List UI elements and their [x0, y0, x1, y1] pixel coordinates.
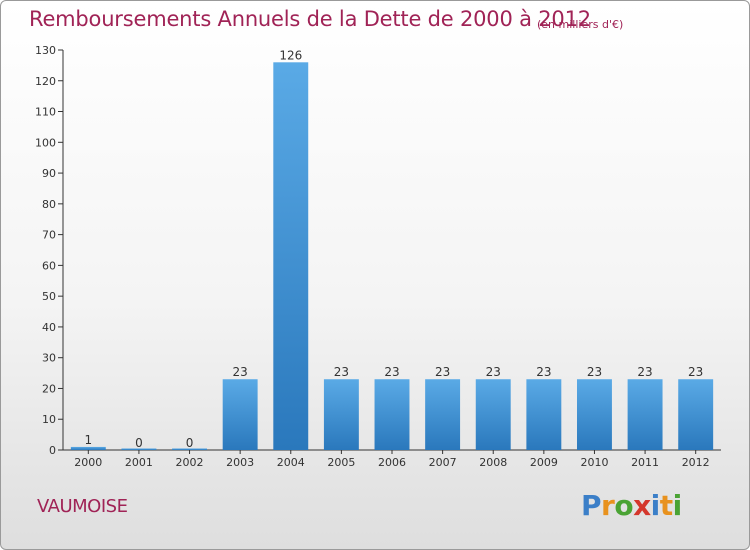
bar	[678, 379, 714, 450]
data-label: 23	[688, 365, 703, 379]
bar	[526, 379, 562, 450]
bar	[374, 379, 410, 450]
chart-title: Remboursements Annuels de la Dette de 20…	[29, 7, 591, 31]
x-tick-label: 2006	[378, 456, 406, 469]
proxiti-logo[interactable]: Proxiti	[581, 489, 682, 522]
logo-letter: r	[601, 489, 615, 522]
y-tick-label: 110	[35, 106, 56, 119]
x-tick-label: 2007	[429, 456, 457, 469]
data-label: 23	[637, 365, 652, 379]
y-tick-label: 20	[42, 382, 56, 395]
data-label: 23	[384, 365, 399, 379]
logo-letter: P	[581, 489, 602, 522]
data-label: 0	[186, 436, 194, 450]
x-tick-label: 2004	[277, 456, 305, 469]
y-tick-label: 40	[42, 321, 56, 334]
bar	[425, 379, 461, 450]
x-tick-label: 2001	[125, 456, 153, 469]
x-tick-label: 2010	[580, 456, 608, 469]
commune-name: VAUMOISE	[37, 496, 128, 517]
bar	[627, 379, 663, 450]
data-label: 23	[536, 365, 551, 379]
logo-letter: i	[672, 489, 683, 522]
y-tick-label: 90	[42, 167, 56, 180]
chart-bars	[70, 62, 714, 451]
data-label: 0	[135, 436, 143, 450]
x-tick-label: 2011	[631, 456, 659, 469]
y-tick-label: 10	[42, 413, 56, 426]
y-tick-label: 120	[35, 75, 56, 88]
bar	[273, 62, 309, 451]
data-label: 23	[486, 365, 501, 379]
bar	[576, 379, 612, 450]
chart-subtitle: (en milliers d'€)	[537, 18, 624, 31]
data-label: 23	[334, 365, 349, 379]
x-tick-label: 2003	[226, 456, 254, 469]
bar	[121, 448, 157, 450]
x-tick-label: 2009	[530, 456, 558, 469]
bar	[323, 379, 359, 450]
y-tick-label: 70	[42, 229, 56, 242]
logo-letter: i	[650, 489, 661, 522]
data-label: 23	[233, 365, 248, 379]
logo-letter: x	[633, 489, 651, 522]
data-label: 126	[279, 48, 302, 62]
logo-letter: t	[659, 489, 673, 522]
bar	[70, 446, 106, 450]
x-tick-label: 2000	[74, 456, 102, 469]
x-tick-label: 2008	[479, 456, 507, 469]
y-tick-label: 100	[35, 136, 56, 149]
y-tick-label: 0	[49, 444, 56, 457]
bar	[475, 379, 511, 450]
x-tick-label: 2002	[176, 456, 204, 469]
bar	[222, 379, 258, 450]
data-label: 23	[587, 365, 602, 379]
y-tick-label: 130	[35, 44, 56, 57]
y-tick-label: 80	[42, 198, 56, 211]
chart-data-labels: 1 0 0 23 126 23 23 23 23 23 23 23 23	[84, 48, 703, 450]
x-tick-label: 2005	[327, 456, 355, 469]
logo-letter: o	[614, 489, 634, 522]
y-tick-label: 50	[42, 290, 56, 303]
y-tick-label: 60	[42, 259, 56, 272]
y-tick-label: 30	[42, 352, 56, 365]
data-label: 23	[435, 365, 450, 379]
x-tick-label: 2012	[682, 456, 710, 469]
data-label: 1	[84, 433, 92, 447]
bar	[172, 448, 208, 450]
